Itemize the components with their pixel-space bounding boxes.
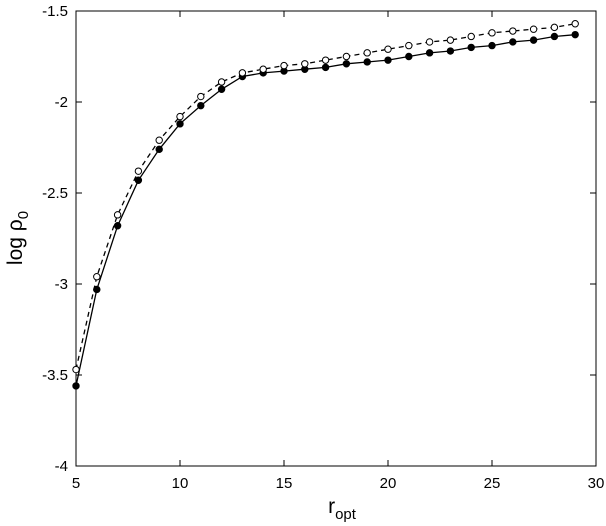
series-1-point <box>113 222 122 230</box>
series-2-point <box>113 211 122 219</box>
series-2-point <box>217 78 226 86</box>
x-tick-label: 10 <box>172 475 189 492</box>
series-2-point <box>425 38 434 46</box>
series-1-point <box>197 101 205 110</box>
series-1-point <box>321 63 330 72</box>
series-line-2 <box>75 23 576 370</box>
series-line-1 <box>75 34 576 387</box>
series-2-point <box>280 61 288 70</box>
series-1-point <box>488 41 496 50</box>
y-tick-label: -2 <box>55 94 68 111</box>
y-tick-label: -1.5 <box>42 3 68 20</box>
series-2-point <box>405 41 413 50</box>
series-layer <box>72 20 579 390</box>
tick-marks <box>75 10 597 467</box>
series-2-point <box>176 112 184 121</box>
tick-labels: 5 10 15 20 25 30 -4 -3.5 -3 -2.5 -2 -1.5 <box>42 3 604 492</box>
y-axis-title-main: log ρ <box>4 219 27 265</box>
x-axis-title-main: r <box>328 495 335 518</box>
series-1-point <box>342 60 351 68</box>
series-1-point <box>176 120 184 128</box>
series-1-point <box>405 52 413 61</box>
series-2-point <box>384 45 392 53</box>
y-tick-label: -3 <box>55 276 68 293</box>
series-2-point <box>301 60 309 68</box>
series-1-point <box>425 49 434 57</box>
series-1-point <box>217 85 226 93</box>
x-axis-title: ropt <box>328 495 357 523</box>
series-2-point <box>155 136 163 144</box>
x-tick-label: 15 <box>276 475 293 492</box>
series-1-point <box>155 145 163 154</box>
series-1-point <box>509 38 517 46</box>
series-1-point <box>72 382 80 390</box>
series-2-point <box>72 365 80 374</box>
x-tick-label: 5 <box>72 475 80 492</box>
series-2-point <box>467 32 475 41</box>
y-axis-title-sub: 0 <box>15 211 32 219</box>
plot-frame <box>75 10 597 467</box>
series-1-point <box>550 32 559 41</box>
series-1-point <box>363 58 371 66</box>
series-1-point <box>571 30 579 39</box>
x-tick-label: 30 <box>588 475 605 492</box>
y-tick-label: -4 <box>55 458 68 475</box>
x-tick-label: 20 <box>380 475 397 492</box>
series-1-point <box>134 176 143 184</box>
y-axis-title: log ρ0 <box>4 211 32 265</box>
y-tick-label: -3.5 <box>42 367 68 384</box>
x-axis-title-sub: opt <box>335 506 357 523</box>
series-2-point <box>550 23 559 32</box>
series-2-point <box>197 92 205 101</box>
y-tick-label: -2.5 <box>42 185 68 202</box>
series-2-point <box>342 52 351 61</box>
series-2-point <box>321 56 330 64</box>
series-2-point <box>93 273 101 281</box>
series-2-point <box>488 29 496 37</box>
series-2-point <box>509 27 517 35</box>
series-2-point <box>363 49 371 57</box>
series-2-point <box>134 167 143 175</box>
x-tick-label: 25 <box>484 475 501 492</box>
series-1-point <box>446 47 455 55</box>
series-2-point <box>259 65 267 73</box>
series-2-point <box>238 69 247 77</box>
series-2-point <box>529 25 538 33</box>
series-1-point <box>467 43 475 52</box>
series-2-point <box>446 36 455 44</box>
series-1-point <box>384 56 392 64</box>
series-2-point <box>571 20 579 28</box>
series-1-point <box>529 36 538 44</box>
